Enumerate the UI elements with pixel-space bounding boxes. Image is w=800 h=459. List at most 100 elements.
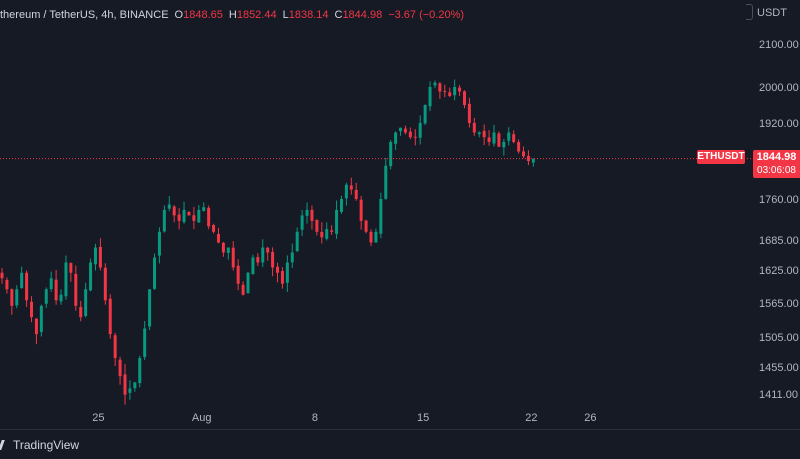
candle-body — [394, 132, 398, 144]
candle-body — [384, 165, 388, 199]
candle-body — [413, 136, 417, 138]
candle-body — [364, 220, 368, 232]
expand-handle-icon[interactable] — [746, 4, 753, 20]
candle-body — [472, 122, 476, 133]
candle-body — [497, 133, 501, 147]
candle-body — [418, 123, 422, 138]
price-axis: 2100.00 2000.00 1920.00 1760.00 1685.00 1625.… — [759, 39, 799, 401]
candle-body — [74, 273, 78, 306]
x-tick-label: 15 — [417, 412, 429, 424]
candle-body — [330, 230, 334, 232]
time-axis: 25 Aug 8 15 22 26 — [92, 412, 596, 424]
high-value: 1852.44 — [236, 9, 277, 21]
candle-body — [443, 91, 447, 93]
y-tick-label: 1455.00 — [759, 362, 799, 374]
candle-body — [182, 209, 186, 223]
ohlc-legend: thereum / TetherUS, 4h, BINANCE O 1848.65… — [0, 7, 464, 23]
candle-body — [354, 189, 358, 199]
candle-body — [339, 199, 343, 212]
currency-label[interactable]: USDT — [757, 7, 787, 19]
x-tick-label: 8 — [312, 412, 318, 424]
candle-body — [462, 91, 466, 105]
candle-body — [167, 204, 171, 209]
candles-layer — [0, 79, 535, 405]
candle-body — [433, 82, 437, 86]
candle-body — [44, 289, 48, 304]
candle-body — [276, 266, 280, 273]
candle-body — [266, 247, 270, 253]
x-tick-label: Aug — [192, 412, 212, 424]
candle-body — [212, 225, 216, 232]
y-tick-label: 2000.00 — [759, 82, 799, 94]
candle-body — [517, 142, 521, 152]
candle-body — [25, 272, 29, 301]
candle-body — [15, 289, 19, 306]
candle-body — [487, 137, 491, 142]
candle-body — [261, 247, 265, 263]
candle-body — [492, 132, 496, 144]
y-tick-label: 1685.00 — [759, 235, 799, 247]
candle-body — [138, 358, 142, 384]
candle-body — [502, 142, 506, 148]
candle-body — [512, 134, 516, 142]
candle-body — [241, 284, 245, 295]
candle-body — [30, 301, 34, 318]
candle-body — [458, 87, 462, 92]
candle-body — [5, 279, 9, 290]
candle-body — [399, 127, 403, 132]
candle-body — [438, 83, 442, 92]
last-price-value: 1844.98 — [756, 151, 797, 163]
candle-body — [59, 294, 63, 302]
low-key: L — [282, 9, 289, 21]
candle-body — [423, 105, 427, 124]
candle-body — [335, 209, 339, 234]
candle-body — [280, 271, 284, 284]
y-tick-label: 1505.00 — [759, 332, 799, 344]
candle-body — [148, 289, 152, 327]
close-key: C — [334, 9, 343, 21]
candle-body — [216, 233, 220, 243]
candle-body — [408, 131, 412, 138]
symbol-price-tag: ETHUSDT — [697, 150, 745, 164]
candle-body — [300, 215, 304, 230]
candle-body — [103, 267, 107, 301]
candle-body — [0, 272, 4, 279]
candle-body — [93, 247, 97, 265]
candle-body — [10, 289, 14, 306]
symbol-title: thereum / TetherUS, 4h, BINANCE — [0, 9, 169, 21]
open-value: 1848.65 — [183, 9, 223, 21]
candle-body — [34, 318, 38, 335]
candle-body — [172, 206, 176, 216]
x-tick-label: 22 — [525, 412, 537, 424]
candle-body — [310, 209, 314, 221]
candle-body — [379, 199, 383, 234]
tradingview-logo[interactable]: TradingView — [0, 438, 79, 452]
candle-body — [325, 229, 329, 239]
candle-body — [448, 92, 452, 96]
candle-body — [39, 305, 43, 333]
x-tick-label: 26 — [584, 412, 596, 424]
candle-body — [221, 242, 225, 253]
candle-body — [133, 382, 137, 389]
y-tick-label: 1920.00 — [759, 118, 799, 130]
candle-body — [236, 265, 240, 284]
y-tick-label: 2100.00 — [759, 39, 799, 51]
candle-body — [389, 142, 393, 167]
candle-body — [359, 199, 363, 221]
y-tick-label: 1760.00 — [759, 194, 799, 206]
candle-body — [157, 231, 161, 256]
candle-body — [197, 209, 201, 223]
candle-body — [143, 328, 147, 358]
candle-body — [453, 87, 457, 96]
candle-body — [251, 257, 255, 275]
candle-body — [428, 87, 432, 107]
candle-body — [187, 211, 191, 216]
candle-body — [344, 184, 348, 199]
candle-body — [202, 207, 206, 211]
candle-body — [177, 214, 181, 221]
candle-body — [349, 185, 353, 190]
candle-body — [64, 262, 68, 297]
candle-body — [84, 289, 88, 316]
candle-body — [369, 231, 373, 243]
